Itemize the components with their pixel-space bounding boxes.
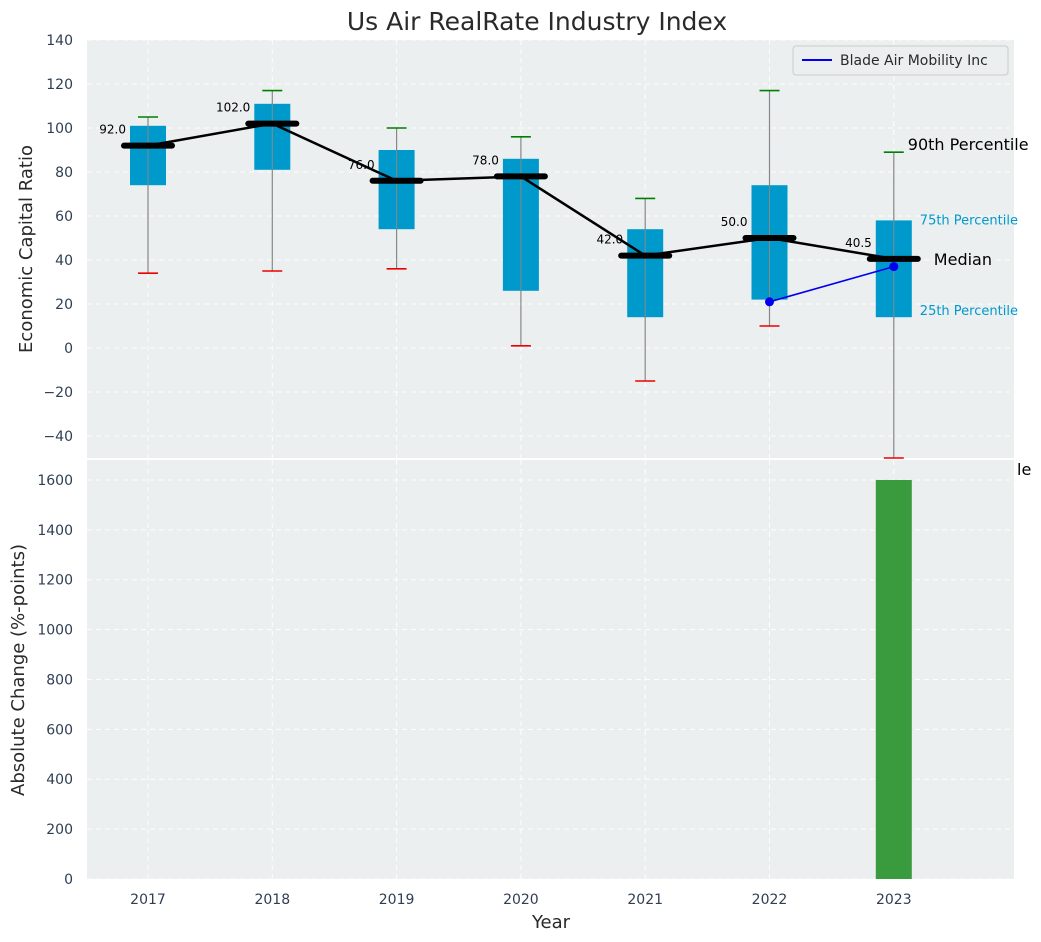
median-value-label: 102.0 — [216, 101, 250, 115]
median-annotation: Median — [934, 250, 992, 269]
top-plot-background — [87, 40, 1014, 458]
box-2020[interactable]: 78.0 — [472, 136, 548, 347]
p25-annotation: 25th Percentile — [920, 304, 1018, 319]
top-y-tick-label: 100 — [46, 121, 73, 137]
median-value-label: 40.5 — [845, 236, 872, 250]
chart-title: Us Air RealRate Industry Index — [347, 7, 727, 36]
median-trend-line — [147, 122, 895, 261]
p10-annotation-clipped: le — [1017, 460, 1031, 479]
top-y-tick-label: 140 — [46, 33, 73, 49]
x-tick-label: 2018 — [254, 892, 290, 908]
p75-annotation: 75th Percentile — [920, 213, 1018, 228]
top-y-tick-label: 60 — [55, 209, 73, 225]
x-tick-label: 2019 — [379, 892, 415, 908]
bottom-y-tick-label: 1400 — [37, 523, 73, 539]
series-line — [769, 265, 895, 303]
bottom-y-tick-label: 1000 — [37, 623, 73, 639]
x-tick-label: 2023 — [876, 892, 912, 908]
bottom-y-tick-label: 0 — [64, 872, 73, 888]
box-2018[interactable]: 102.0 — [216, 89, 300, 272]
bottom-plot-background — [87, 460, 1014, 879]
bottom-y-tick-label: 1200 — [37, 573, 73, 589]
box-2017[interactable]: 92.0 — [99, 116, 175, 275]
median-value-label: 78.0 — [472, 153, 499, 167]
median-value-label: 50.0 — [721, 215, 748, 229]
top-y-tick-label: 40 — [55, 253, 73, 269]
box-2022[interactable]: 50.0 — [721, 89, 797, 327]
bottom-y-tick-label: 200 — [46, 822, 73, 838]
top-y-tick-label: −40 — [43, 429, 73, 445]
legend-box — [792, 45, 1009, 76]
x-tick-label: 2022 — [752, 892, 788, 908]
bottom-y-tick-label: 400 — [46, 772, 73, 788]
box-2021[interactable]: 42.0 — [596, 197, 673, 382]
series-point[interactable] — [765, 297, 774, 307]
top-y-axis-title: Economic Capital Ratio — [16, 145, 37, 353]
x-tick-label: 2017 — [130, 892, 166, 908]
median-value-label: 92.0 — [99, 123, 126, 137]
bottom-y-tick-label: 600 — [46, 722, 73, 738]
x-tick-label: 2021 — [627, 892, 663, 908]
bottom-y-tick-label: 800 — [46, 672, 73, 688]
legend-series-label: Blade Air Mobility Inc — [840, 53, 988, 69]
top-y-tick-label: 120 — [46, 77, 73, 93]
series-point[interactable] — [889, 262, 899, 272]
p90-annotation: 90th Percentile — [908, 135, 1029, 154]
top-y-tick-label: 0 — [64, 341, 73, 357]
bar-2023[interactable] — [875, 479, 912, 879]
top-y-tick-label: −20 — [43, 385, 73, 401]
x-axis-title: Year — [531, 912, 571, 933]
x-tick-label: 2020 — [503, 892, 539, 908]
bottom-panel: 0 200 400 600 800 1000 1200 1400 1600 2017 2018 20… — [8, 460, 1014, 933]
legend[interactable]: Blade Air Mobility Inc — [792, 45, 1009, 76]
top-y-tick-label: 80 — [55, 165, 73, 181]
bottom-y-axis-title: Absolute Change (%-points) — [8, 544, 29, 796]
top-y-tick-label: 20 — [55, 297, 73, 313]
bottom-y-tick-label: 1600 — [37, 473, 73, 489]
